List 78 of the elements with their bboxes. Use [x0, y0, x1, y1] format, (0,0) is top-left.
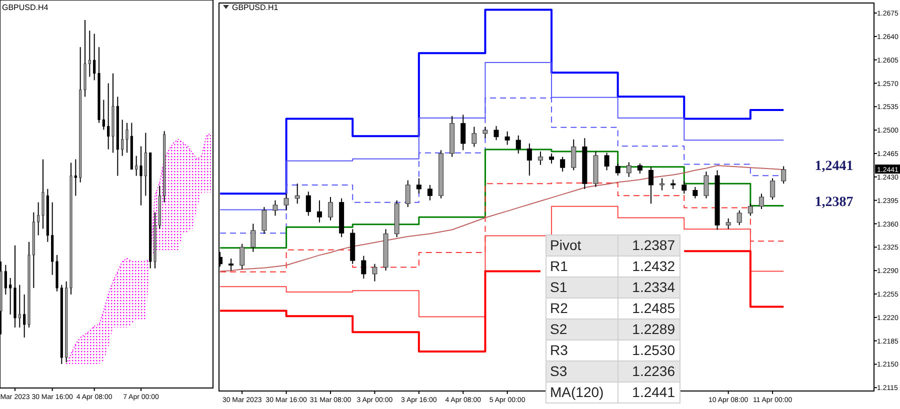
annotation: 1.2441 [632, 384, 676, 400]
annotation: 1.2334 [632, 279, 676, 295]
candlestick [538, 151, 543, 166]
candlestick [42, 158, 44, 230]
candlestick [294, 183, 300, 204]
candlestick [4, 264, 7, 296]
candlestick [682, 180, 687, 194]
candlestick [328, 196, 334, 221]
candlestick [102, 99, 105, 130]
candlestick [571, 138, 576, 171]
candlestick [736, 210, 742, 226]
candlestick [516, 134, 521, 154]
candlestick [482, 126, 488, 139]
candlestick [427, 184, 432, 201]
annotation: R3 [550, 342, 568, 358]
candlestick [93, 33, 96, 81]
annotation: 1.2485 [632, 300, 676, 316]
candlestick [18, 284, 21, 328]
annotation: S1 [550, 279, 568, 295]
candlestick [37, 202, 40, 236]
annotation: S2 [550, 321, 568, 337]
annotation: R1 [550, 258, 568, 274]
candlestick [405, 180, 410, 208]
annotation: R2 [550, 300, 568, 316]
candlestick [692, 186, 698, 199]
candlestick [250, 223, 256, 252]
annotation: 1.2289 [632, 321, 676, 337]
candlestick [121, 119, 124, 156]
candlestick [549, 153, 554, 164]
annotation: MA(120) [550, 384, 604, 400]
candlestick [604, 152, 610, 171]
candlestick [704, 171, 709, 199]
candlestick [460, 114, 466, 151]
chart-title: GBPUSD.H4 [2, 3, 49, 12]
candlestick [372, 263, 378, 282]
annotation: 1,2387 [814, 195, 854, 210]
candlestick [660, 178, 665, 191]
annotation: Pivot [550, 237, 582, 253]
candlestick [626, 162, 632, 178]
candlestick [228, 258, 234, 272]
candlestick [316, 200, 322, 223]
candlestick [262, 206, 267, 234]
candlestick [726, 218, 731, 230]
candlestick [140, 146, 142, 206]
chart-title: GBPUSD.H1 [232, 3, 279, 12]
annotation: S3 [550, 363, 568, 379]
candlestick [107, 82, 110, 150]
candlestick [240, 243, 245, 270]
annotation: 1.2387 [632, 237, 676, 253]
candlestick [472, 126, 477, 148]
candlestick [144, 132, 147, 196]
candlestick [126, 122, 128, 154]
candlestick [504, 130, 510, 146]
candlestick [670, 179, 676, 190]
candlestick [648, 166, 654, 204]
candlestick [748, 203, 753, 216]
candlestick [758, 193, 764, 210]
candlestick [416, 178, 422, 194]
candlestick [770, 178, 776, 200]
candlestick [615, 163, 620, 176]
annotation: 1.2236 [632, 363, 676, 379]
candlestick [361, 255, 366, 280]
candlestick [272, 200, 278, 216]
candlestick [23, 294, 26, 338]
annotation: 1.2530 [632, 342, 676, 358]
candlestick [9, 278, 12, 315]
candlestick [306, 191, 311, 216]
annotation: 1.2432 [632, 258, 676, 274]
candlestick [781, 166, 786, 184]
candlestick [637, 163, 642, 174]
candlestick [560, 156, 566, 172]
candlestick [74, 158, 77, 196]
candlestick [494, 126, 499, 141]
annotation: 1,2441 [814, 159, 854, 174]
candlestick [284, 193, 289, 211]
candlestick [88, 30, 91, 78]
candlestick [526, 142, 532, 176]
candlestick [135, 155, 138, 176]
